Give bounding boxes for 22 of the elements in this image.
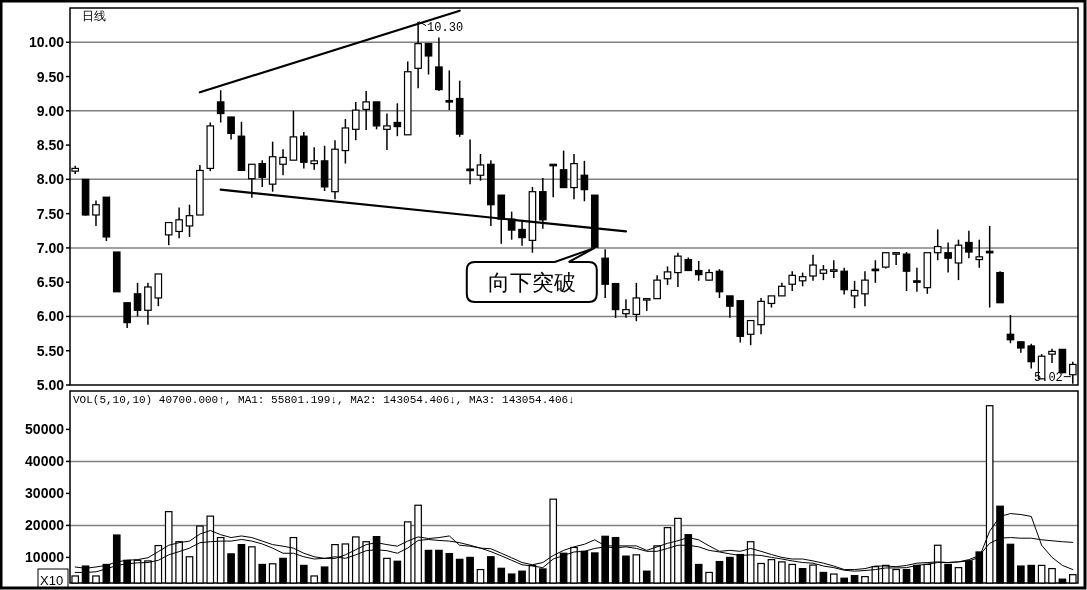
y-tick-label: 6.50 (36, 274, 65, 291)
y-tick-label: 50000 (25, 421, 65, 438)
y-tick-label: 8.50 (36, 137, 65, 154)
y-tick-label: 5.00 (36, 377, 65, 393)
y-tick-label: 8.00 (36, 171, 65, 188)
y-tick-label: 6.00 (36, 308, 65, 325)
callout: 向下突破 (465, 246, 598, 303)
annotation: 10.30 (427, 20, 464, 35)
y-tick-label: 7.00 (36, 239, 65, 256)
y-tick-label: 20000 (25, 517, 65, 534)
y-tick-label: 9.00 (36, 102, 65, 119)
y-tick-label: 30000 (25, 485, 65, 502)
y-tick-label: 40000 (25, 453, 65, 470)
y-tick-label: 7.50 (36, 205, 65, 222)
annotation: VOL(5,10,10) 40700.000↑, MA1: 55801.199↓, MA2: 143054.406↓, MA3: 143054.406↓ (73, 394, 575, 406)
y-tick-label: 10000 (25, 549, 65, 566)
note-box: X10 (37, 568, 69, 588)
y-tick-label: 10.00 (28, 34, 65, 51)
chart-title: 日线 (82, 9, 106, 23)
y-tick-label: 5.50 (36, 342, 65, 359)
annotation: 向下突破 (487, 269, 576, 295)
y-tick-label: 9.50 (36, 68, 65, 85)
